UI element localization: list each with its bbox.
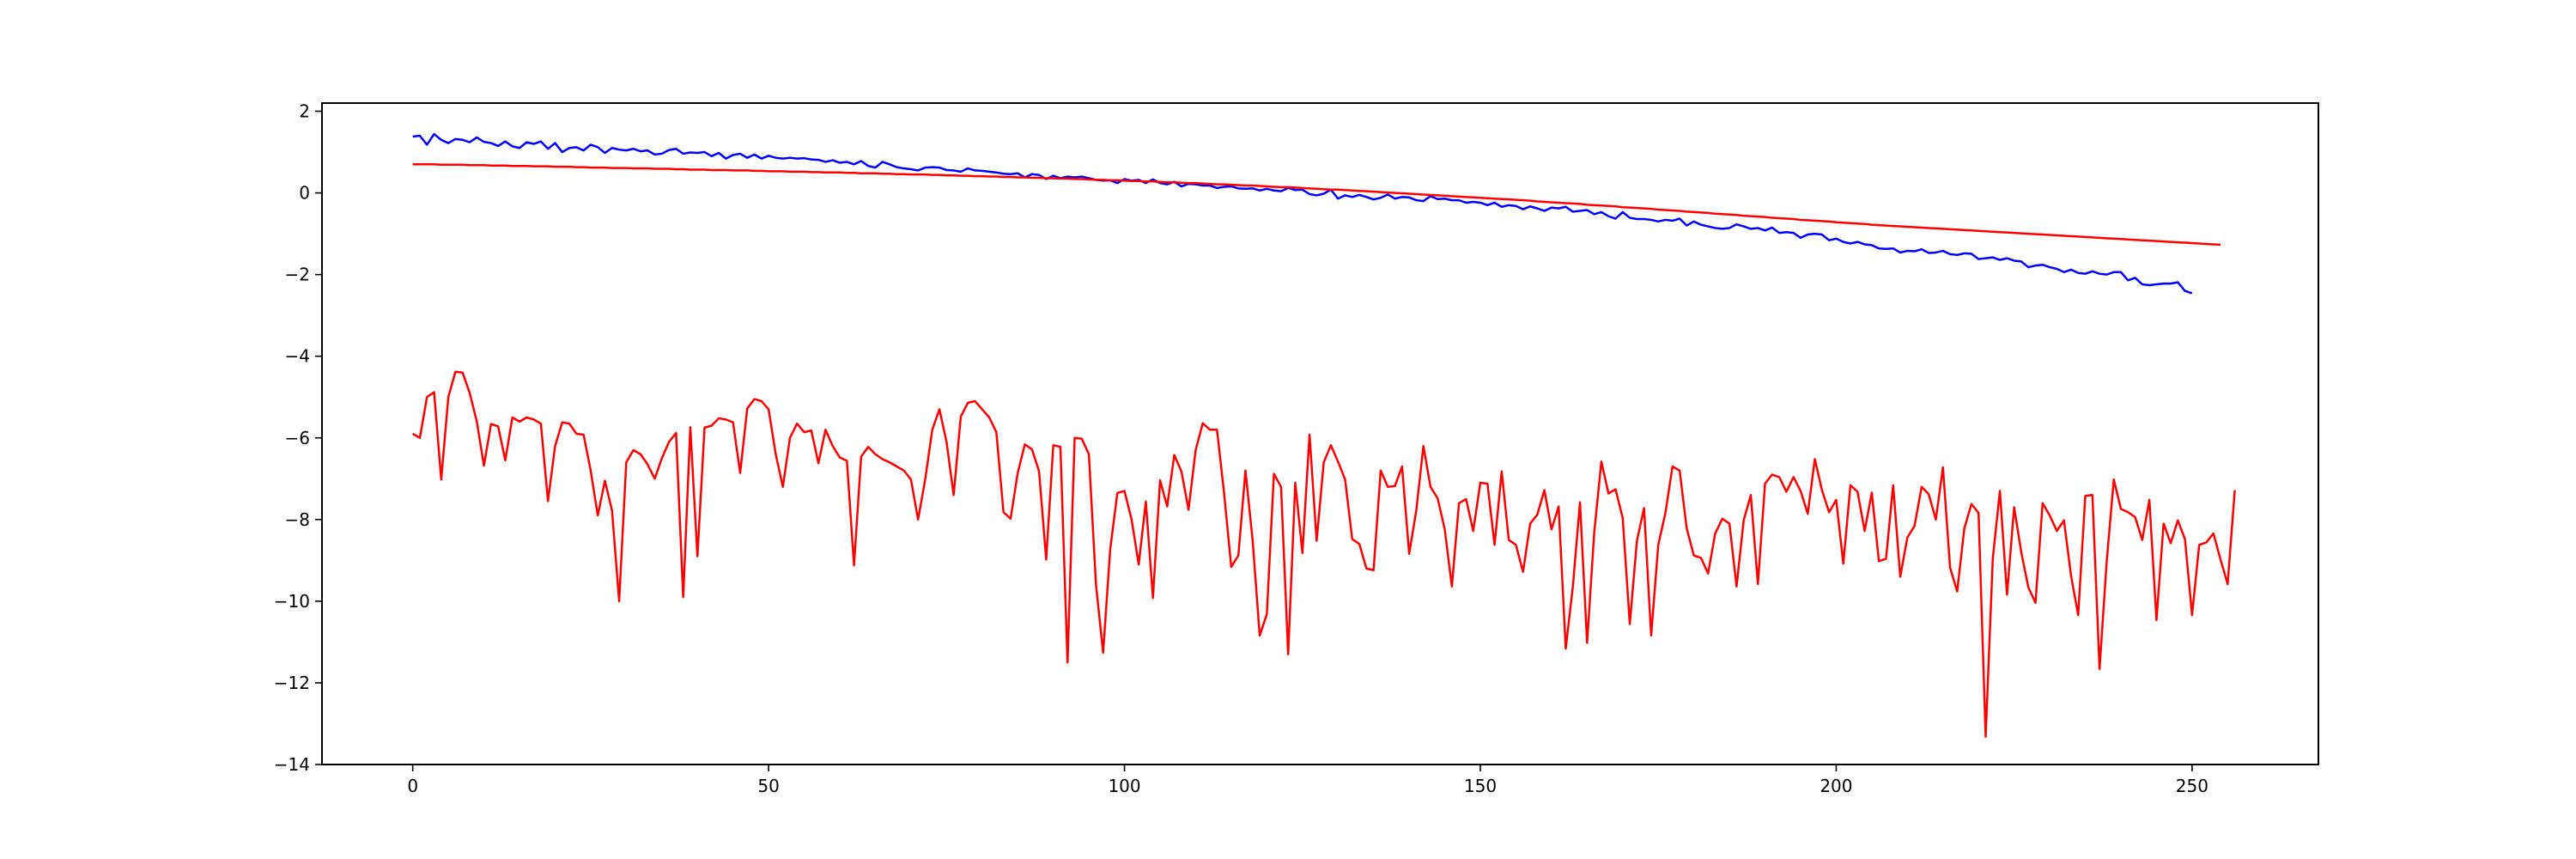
series-line-1: [412, 132, 2193, 295]
plot-lines: [412, 132, 2236, 738]
x-tick-label: 0: [407, 776, 418, 796]
y-tick-label: 2: [299, 101, 310, 122]
x-tick-label: 200: [1820, 776, 1852, 796]
series-line-3: [412, 370, 2236, 738]
x-axis: 0 50 100 150 200 250: [407, 765, 2208, 796]
y-tick-label: −2: [285, 265, 310, 285]
x-tick-label: 50: [757, 776, 779, 796]
y-tick-label: 0: [299, 183, 310, 204]
y-tick-label: −8: [285, 509, 310, 530]
x-tick-label: 100: [1108, 776, 1140, 796]
y-tick-label: −12: [274, 673, 310, 693]
x-tick-label: 150: [1464, 776, 1497, 796]
y-tick-label: −6: [285, 428, 310, 448]
series-line-2: [412, 163, 2221, 247]
x-tick-label: 250: [2176, 776, 2208, 796]
y-axis: 2 0 −2 −4 −6 −8 −10 −12 −14: [274, 101, 322, 775]
plot-frame: [321, 102, 2319, 765]
y-tick-label: −10: [274, 591, 310, 612]
y-tick-label: −4: [285, 346, 310, 367]
y-tick-label: −14: [274, 754, 310, 775]
